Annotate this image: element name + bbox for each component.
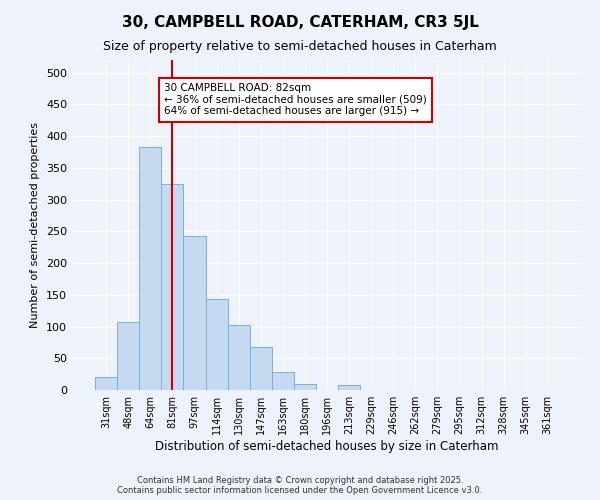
Bar (117, 322, 139, 390)
Text: 30, CAMPBELL ROAD, CATERHAM, CR3 5JL: 30, CAMPBELL ROAD, CATERHAM, CR3 5JL (122, 15, 478, 30)
Bar (161, 184, 184, 390)
Y-axis label: Number of semi-detached properties: Number of semi-detached properties (31, 122, 40, 328)
X-axis label: Distribution of semi-detached houses by size in Caterham: Distribution of semi-detached houses by … (155, 440, 499, 453)
Bar (294, 384, 316, 390)
Text: Size of property relative to semi-detached houses in Caterham: Size of property relative to semi-detach… (103, 40, 497, 53)
Bar (338, 385, 360, 390)
Bar (206, 299, 227, 390)
Bar (184, 236, 206, 390)
Bar (95, 378, 117, 390)
Bar (227, 326, 250, 390)
Text: 30 CAMPBELL ROAD: 82sqm
← 36% of semi-detached houses are smaller (509)
64% of s: 30 CAMPBELL ROAD: 82sqm ← 36% of semi-de… (164, 83, 427, 116)
Bar (139, 147, 161, 390)
Text: Contains HM Land Registry data © Crown copyright and database right 2025.
Contai: Contains HM Land Registry data © Crown c… (118, 476, 482, 495)
Bar (272, 372, 294, 390)
Bar (250, 347, 272, 390)
